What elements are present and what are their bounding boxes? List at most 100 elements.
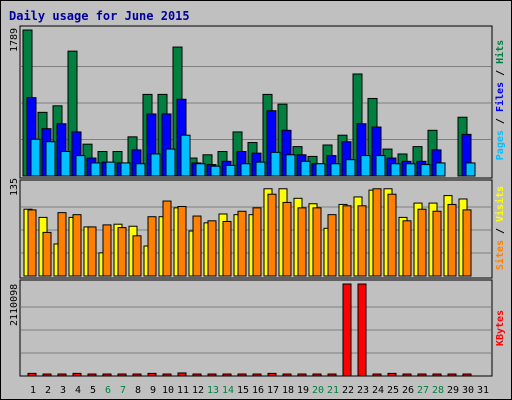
top-pages-bar (435, 162, 446, 177)
day-label: 19 (297, 385, 309, 396)
day-label: 29 (447, 385, 459, 396)
top-axis-legend: Pages / Files / Hits (494, 40, 506, 160)
top-pages-bar (390, 163, 401, 177)
top-pages-bar (360, 155, 371, 177)
bottom-kbytes-bar (162, 373, 172, 377)
day-label: 20 (312, 385, 324, 396)
day-label: 30 (462, 385, 474, 396)
legend-separator: / (495, 112, 506, 130)
day-label: 31 (477, 385, 489, 396)
middle-sites-bar (207, 220, 217, 277)
bottom-kbytes-bar (102, 373, 112, 377)
day-label: 22 (342, 385, 354, 396)
bottom-kbytes-bar (372, 373, 382, 377)
day-label: 13 (207, 385, 219, 396)
day-label: 11 (177, 385, 189, 396)
top-pages-bar (345, 159, 356, 177)
legend-separator: / (495, 64, 506, 82)
top-pages-bar (30, 138, 41, 177)
middle-sites-bar (327, 214, 337, 277)
top-pages-bar (330, 163, 341, 177)
bottom-ymax-label: 2110098 (9, 284, 20, 326)
bottom-kbytes-bar (282, 373, 292, 377)
top-pages-bar (225, 164, 236, 177)
bottom-kbytes-bar (87, 373, 97, 377)
day-label: 24 (372, 385, 384, 396)
top-pages-bar (285, 154, 296, 177)
legend-files: Files (494, 82, 506, 112)
bottom-kbytes-bar (312, 373, 322, 377)
middle-sites-bar (357, 205, 367, 277)
top-pages-bar (465, 162, 476, 177)
bottom-kbytes-bar (297, 373, 307, 377)
middle-sites-bar (192, 215, 202, 277)
day-label: 27 (417, 385, 429, 396)
bottom-panel-frame (19, 279, 493, 377)
middle-sites-bar (462, 209, 472, 277)
middle-ymax-label: 135 (9, 178, 20, 196)
bottom-kbytes-bar (357, 283, 367, 377)
legend-pages: Pages (495, 130, 506, 160)
day-label: 15 (237, 385, 249, 396)
day-label: 2 (45, 385, 51, 396)
bottom-kbytes-bar (117, 373, 127, 377)
middle-sites-bar (297, 207, 307, 277)
top-pages-bar (60, 151, 71, 177)
middle-sites-bar (57, 212, 67, 277)
top-pages-bar (270, 151, 281, 177)
bottom-axis-legend: KBytes (495, 310, 506, 346)
day-label: 9 (150, 385, 156, 396)
bottom-kbytes-bar (177, 372, 187, 377)
bottom-kbytes-bar (207, 373, 217, 377)
legend-sites: Sites (494, 240, 506, 270)
day-label: 6 (105, 385, 111, 396)
legend-hits: Hits (494, 40, 506, 64)
middle-axis-legend: Sites / Visits (494, 186, 506, 270)
bottom-kbytes-bar (72, 372, 82, 377)
middle-sites-bar (372, 188, 382, 277)
top-pages-bar (255, 161, 266, 177)
middle-sites-bar (267, 193, 277, 277)
legend-separator: / (495, 222, 506, 240)
top-pages-bar (420, 164, 431, 177)
day-label: 3 (60, 385, 66, 396)
middle-sites-bar (87, 226, 97, 277)
top-pages-bar (105, 161, 116, 177)
day-label: 10 (162, 385, 174, 396)
middle-sites-bar (117, 227, 127, 277)
top-pages-bar (90, 162, 101, 177)
day-label: 26 (402, 385, 414, 396)
top-pages-bar (240, 163, 251, 177)
middle-sites-bar (432, 210, 442, 277)
bottom-kbytes-bar (327, 373, 337, 377)
top-pages-bar (315, 163, 326, 177)
bottom-kbytes-bar (267, 372, 277, 377)
middle-sites-bar (237, 210, 247, 277)
day-label: 14 (222, 385, 234, 396)
top-pages-bar (300, 160, 311, 177)
top-pages-bar (45, 141, 56, 177)
middle-sites-bar (132, 235, 142, 277)
day-label: 17 (267, 385, 279, 396)
middle-sites-bar (42, 231, 52, 277)
middle-sites-bar (447, 203, 457, 277)
middle-sites-bar (102, 224, 112, 277)
middle-sites-bar (252, 207, 262, 277)
bottom-kbytes-bar (402, 373, 412, 377)
bottom-kbytes-bar (342, 283, 352, 377)
bottom-kbytes-bar (57, 373, 67, 377)
middle-sites-bar (222, 220, 232, 277)
top-pages-bar (75, 155, 86, 177)
bottom-kbytes-bar (417, 373, 427, 377)
day-label: 16 (252, 385, 264, 396)
day-label: 18 (282, 385, 294, 396)
bottom-kbytes-bar (27, 372, 37, 377)
bottom-kbytes-bar (147, 372, 157, 377)
day-label: 12 (192, 385, 204, 396)
middle-sites-bar (312, 207, 322, 277)
middle-sites-bar (387, 193, 397, 277)
legend-kbytes: KBytes (495, 310, 506, 346)
bottom-kbytes-bar (462, 373, 472, 377)
chart-title: Daily usage for June 2015 (9, 9, 190, 23)
